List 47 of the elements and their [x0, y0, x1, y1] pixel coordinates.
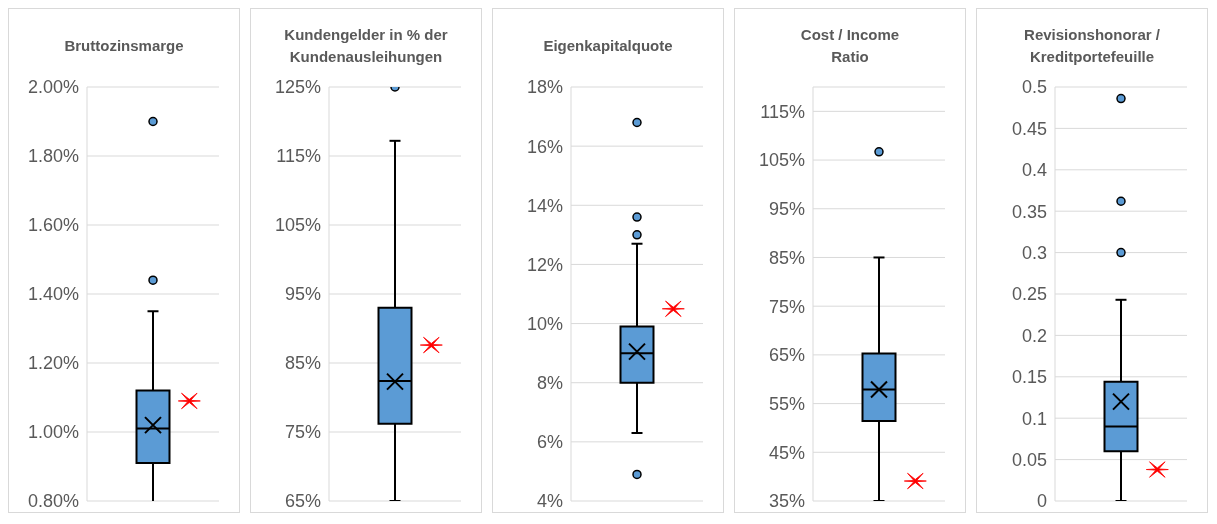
- y-tick-label: 10%: [526, 313, 563, 334]
- y-tick-label: 0.5: [1021, 77, 1047, 98]
- y-tick-label: 0.1: [1021, 408, 1047, 429]
- y-tick-label: 35%: [768, 491, 805, 512]
- chart-title: Cost / Income Ratio: [799, 25, 901, 67]
- y-tick-label: 18%: [526, 77, 563, 98]
- y-tick-label: 12%: [526, 254, 563, 275]
- y-tick-label: 0.25: [1011, 284, 1047, 305]
- y-tick-label: 0.80%: [27, 491, 79, 512]
- y-tick-label: 105%: [758, 150, 805, 171]
- y-tick-label: 2.00%: [27, 77, 79, 98]
- y-tick-label: 65%: [284, 491, 321, 512]
- y-tick-label: 1.60%: [27, 215, 79, 236]
- y-tick-label: 115%: [760, 101, 805, 122]
- y-tick-label: 65%: [768, 345, 805, 366]
- y-tick-label: 75%: [768, 296, 805, 317]
- y-tick-label: 0.2: [1021, 325, 1047, 346]
- y-tick-label: 115%: [276, 146, 321, 167]
- y-tick-label: 1.00%: [27, 422, 79, 443]
- y-tick-label: 14%: [526, 195, 563, 216]
- y-tick-label: 0.15: [1011, 367, 1047, 388]
- y-tick-label: 45%: [768, 442, 805, 463]
- y-tick-label: 95%: [284, 284, 321, 305]
- y-tick-label: 85%: [768, 247, 805, 268]
- y-tick-label: 1.20%: [27, 353, 79, 374]
- y-tick-label: 0.05: [1011, 449, 1047, 470]
- y-tick-label: 85%: [284, 353, 321, 374]
- y-tick-label: 16%: [526, 136, 563, 157]
- y-tick-label: 0.3: [1021, 242, 1047, 263]
- chart-title: Bruttozinsmarge: [63, 36, 185, 56]
- y-tick-label: 4%: [536, 491, 563, 512]
- y-tick-label: 0.4: [1021, 160, 1047, 181]
- chart-title: Eigenkapitalquote: [542, 36, 674, 56]
- y-tick-label: 8%: [536, 373, 563, 394]
- y-tick-label: 95%: [768, 199, 805, 220]
- y-tick-label: 0: [1036, 491, 1047, 512]
- y-tick-label: 75%: [284, 422, 321, 443]
- y-tick-label: 1.40%: [27, 284, 79, 305]
- chart-title: Revisionshonorar / Kreditportefeuille: [1023, 25, 1161, 67]
- y-tick-label: 55%: [768, 393, 805, 414]
- y-tick-label: 6%: [536, 432, 563, 453]
- y-tick-label: 1.80%: [27, 146, 79, 167]
- y-tick-label: 105%: [274, 215, 321, 236]
- y-tick-label: 0.35: [1011, 201, 1047, 222]
- chart-title: Kundengelder in % der Kundenausleihungen: [283, 25, 449, 67]
- y-tick-label: 0.45: [1011, 118, 1047, 139]
- y-tick-label: 125%: [274, 77, 321, 98]
